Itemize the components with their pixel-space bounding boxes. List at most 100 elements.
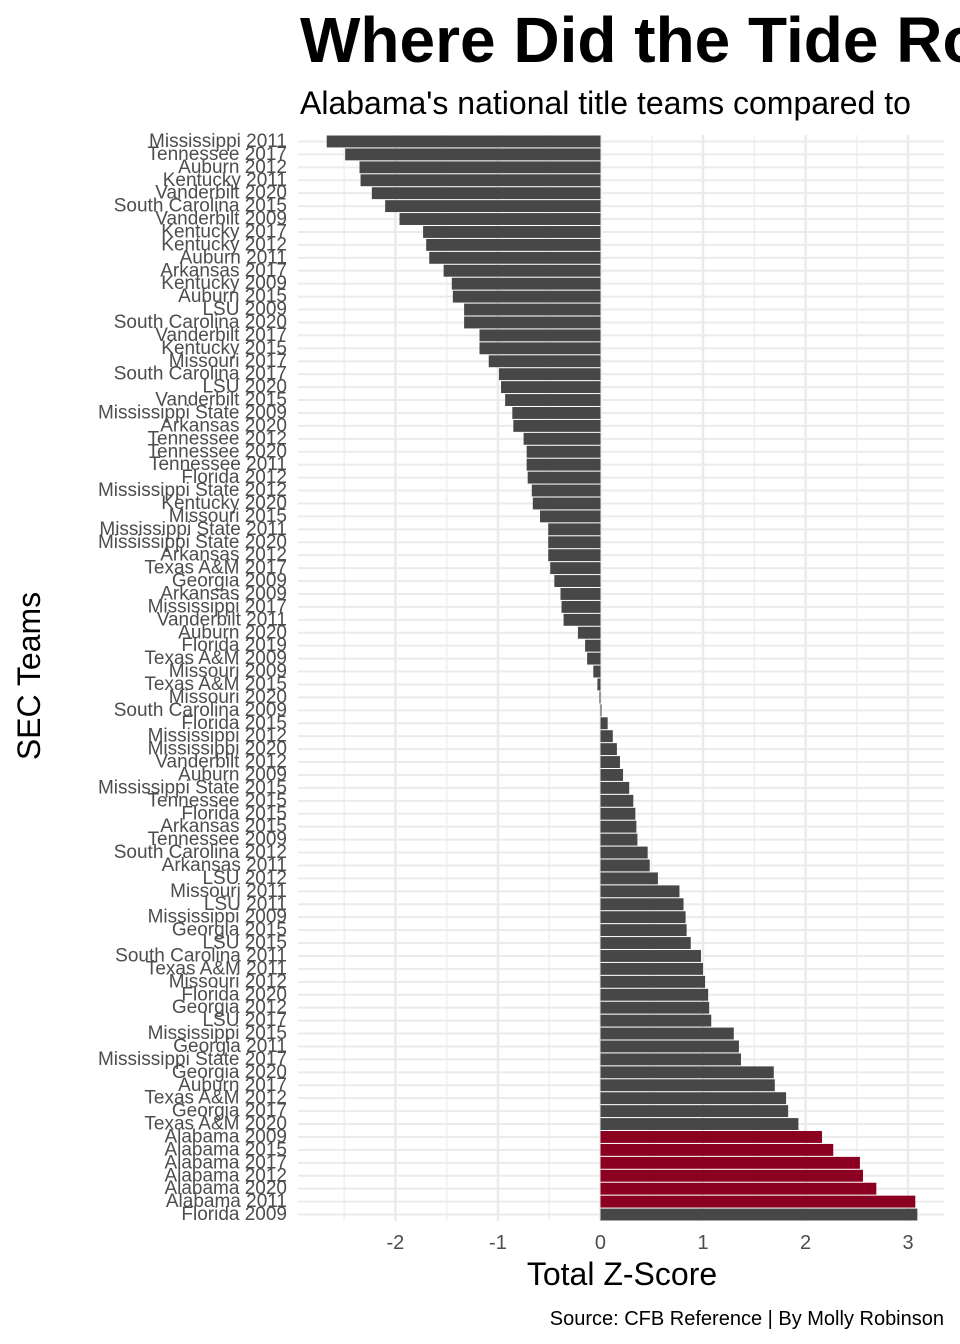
y-tick-label: Missouri 2017 bbox=[169, 351, 287, 372]
bar bbox=[326, 135, 601, 148]
y-tick-label: Kentucky 2009 bbox=[161, 273, 287, 294]
y-tick-label: Florida 2012 bbox=[181, 467, 287, 488]
bar bbox=[488, 355, 601, 368]
y-tick-label: Georgia 2009 bbox=[172, 571, 287, 592]
y-tick-label: Alabama 2020 bbox=[164, 1178, 287, 1199]
y-tick-label: Texas A&M 2009 bbox=[144, 648, 287, 669]
y-tick-label: South Carolina 2011 bbox=[115, 945, 287, 966]
bar bbox=[479, 329, 601, 342]
bar bbox=[464, 316, 601, 329]
bar bbox=[526, 445, 601, 458]
bar bbox=[600, 756, 620, 768]
bar bbox=[532, 497, 601, 510]
bar bbox=[531, 484, 601, 497]
y-tick-label: South Carolina 2012 bbox=[114, 842, 287, 863]
bar bbox=[600, 1053, 741, 1066]
y-tick-label: Vanderbilt 2015 bbox=[155, 390, 287, 411]
bar bbox=[600, 1195, 916, 1208]
y-tick-label: Vanderbilt 2011 bbox=[157, 609, 287, 630]
bar bbox=[600, 1079, 775, 1092]
y-tick-label: Tennessee 2009 bbox=[148, 829, 287, 850]
y-tick-label: Texas A&M 2020 bbox=[144, 1114, 287, 1135]
bar bbox=[600, 911, 686, 924]
chart-caption: Source: CFB Reference | By Molly Robinso… bbox=[550, 1308, 944, 1330]
bar bbox=[600, 717, 608, 730]
x-tick-label: 1 bbox=[697, 1232, 708, 1254]
bar bbox=[587, 652, 601, 665]
y-tick-label: Arkansas 2009 bbox=[160, 583, 287, 604]
y-tick-label: Tennessee 2020 bbox=[148, 441, 287, 462]
bar bbox=[505, 394, 601, 406]
bar bbox=[600, 1092, 787, 1105]
y-tick-label: Kentucky 2012 bbox=[161, 234, 287, 255]
y-tick-label: Mississippi 2011 bbox=[149, 131, 287, 152]
bar bbox=[360, 174, 601, 187]
x-tick-label: -1 bbox=[489, 1232, 507, 1254]
bar bbox=[523, 432, 601, 445]
bar bbox=[512, 407, 601, 419]
bar bbox=[600, 769, 624, 781]
bar bbox=[600, 859, 650, 872]
y-tick-label: Florida 2019 bbox=[181, 635, 287, 656]
y-tick-label: Alabama 2009 bbox=[164, 1126, 287, 1147]
y-tick-label: Georgia 2011 bbox=[173, 1036, 287, 1057]
bar bbox=[600, 975, 706, 988]
bar bbox=[464, 303, 601, 316]
bar bbox=[599, 691, 601, 704]
chart-subtitle: Alabama's national title teams compared … bbox=[300, 85, 911, 121]
bar bbox=[600, 820, 637, 833]
y-tick-label: Arkansas 2017 bbox=[160, 260, 287, 281]
bar bbox=[554, 575, 601, 587]
bar bbox=[600, 962, 704, 975]
bar bbox=[600, 807, 636, 820]
y-tick-label: Vanderbilt 2009 bbox=[155, 209, 287, 230]
x-tick-labels: -2 -1 0 1 2 3 bbox=[387, 1232, 914, 1254]
bar bbox=[423, 226, 601, 238]
chart-title: Where Did the Tide Ro bbox=[300, 4, 960, 76]
y-tick-label: LSU 2020 bbox=[202, 377, 287, 398]
y-tick-label: Alabama 2012 bbox=[164, 1165, 287, 1186]
y-tick-label: LSU 2017 bbox=[202, 1010, 287, 1031]
bar bbox=[600, 885, 680, 898]
x-tick-label: -2 bbox=[387, 1232, 405, 1254]
x-tick-label: 2 bbox=[800, 1232, 811, 1254]
bar bbox=[399, 213, 601, 225]
bar bbox=[600, 1001, 710, 1014]
y-tick-label: LSU 2012 bbox=[202, 868, 287, 889]
bar bbox=[451, 277, 601, 290]
bar bbox=[600, 898, 684, 911]
y-tick-label: Auburn 2012 bbox=[178, 157, 287, 178]
bar bbox=[600, 1040, 739, 1053]
bar bbox=[385, 200, 601, 213]
bar bbox=[550, 562, 601, 575]
y-tick-label: Georgia 2015 bbox=[172, 920, 287, 941]
bar bbox=[600, 794, 634, 807]
bar bbox=[452, 290, 601, 303]
bar bbox=[600, 704, 602, 717]
y-tick-label: Vanderbilt 2012 bbox=[155, 752, 287, 773]
bar bbox=[561, 600, 601, 613]
y-tick-label: Auburn 2017 bbox=[178, 1075, 287, 1096]
bar bbox=[548, 523, 601, 536]
y-tick-label: South Carolina 2009 bbox=[114, 700, 287, 721]
bar bbox=[600, 924, 687, 937]
y-tick-label: Vanderbilt 2020 bbox=[155, 183, 287, 204]
y-tick-label: LSU 2015 bbox=[202, 933, 287, 954]
bar bbox=[600, 1182, 877, 1195]
y-tick-label: South Carolina 2017 bbox=[114, 364, 287, 385]
bar bbox=[577, 626, 601, 639]
y-tick-label: Mississippi 2009 bbox=[148, 907, 287, 928]
y-tick-label: Kentucky 2015 bbox=[161, 338, 287, 359]
bar bbox=[359, 161, 601, 174]
y-tick-label: Arkansas 2015 bbox=[160, 816, 287, 837]
y-tick-label: Alabama 2017 bbox=[164, 1152, 287, 1173]
y-tick-label: Tennessee 2011 bbox=[149, 454, 287, 475]
y-tick-label: Mississippi State 2020 bbox=[98, 532, 287, 553]
bar bbox=[600, 1156, 860, 1169]
y-tick-label: Auburn 2020 bbox=[178, 622, 287, 643]
y-tick-label: Tennessee 2015 bbox=[148, 790, 287, 811]
y-tick-label: Arkansas 2020 bbox=[160, 415, 287, 436]
y-tick-label: Mississippi State 2015 bbox=[98, 777, 287, 798]
y-tick-label: Florida 2015 bbox=[181, 713, 287, 734]
